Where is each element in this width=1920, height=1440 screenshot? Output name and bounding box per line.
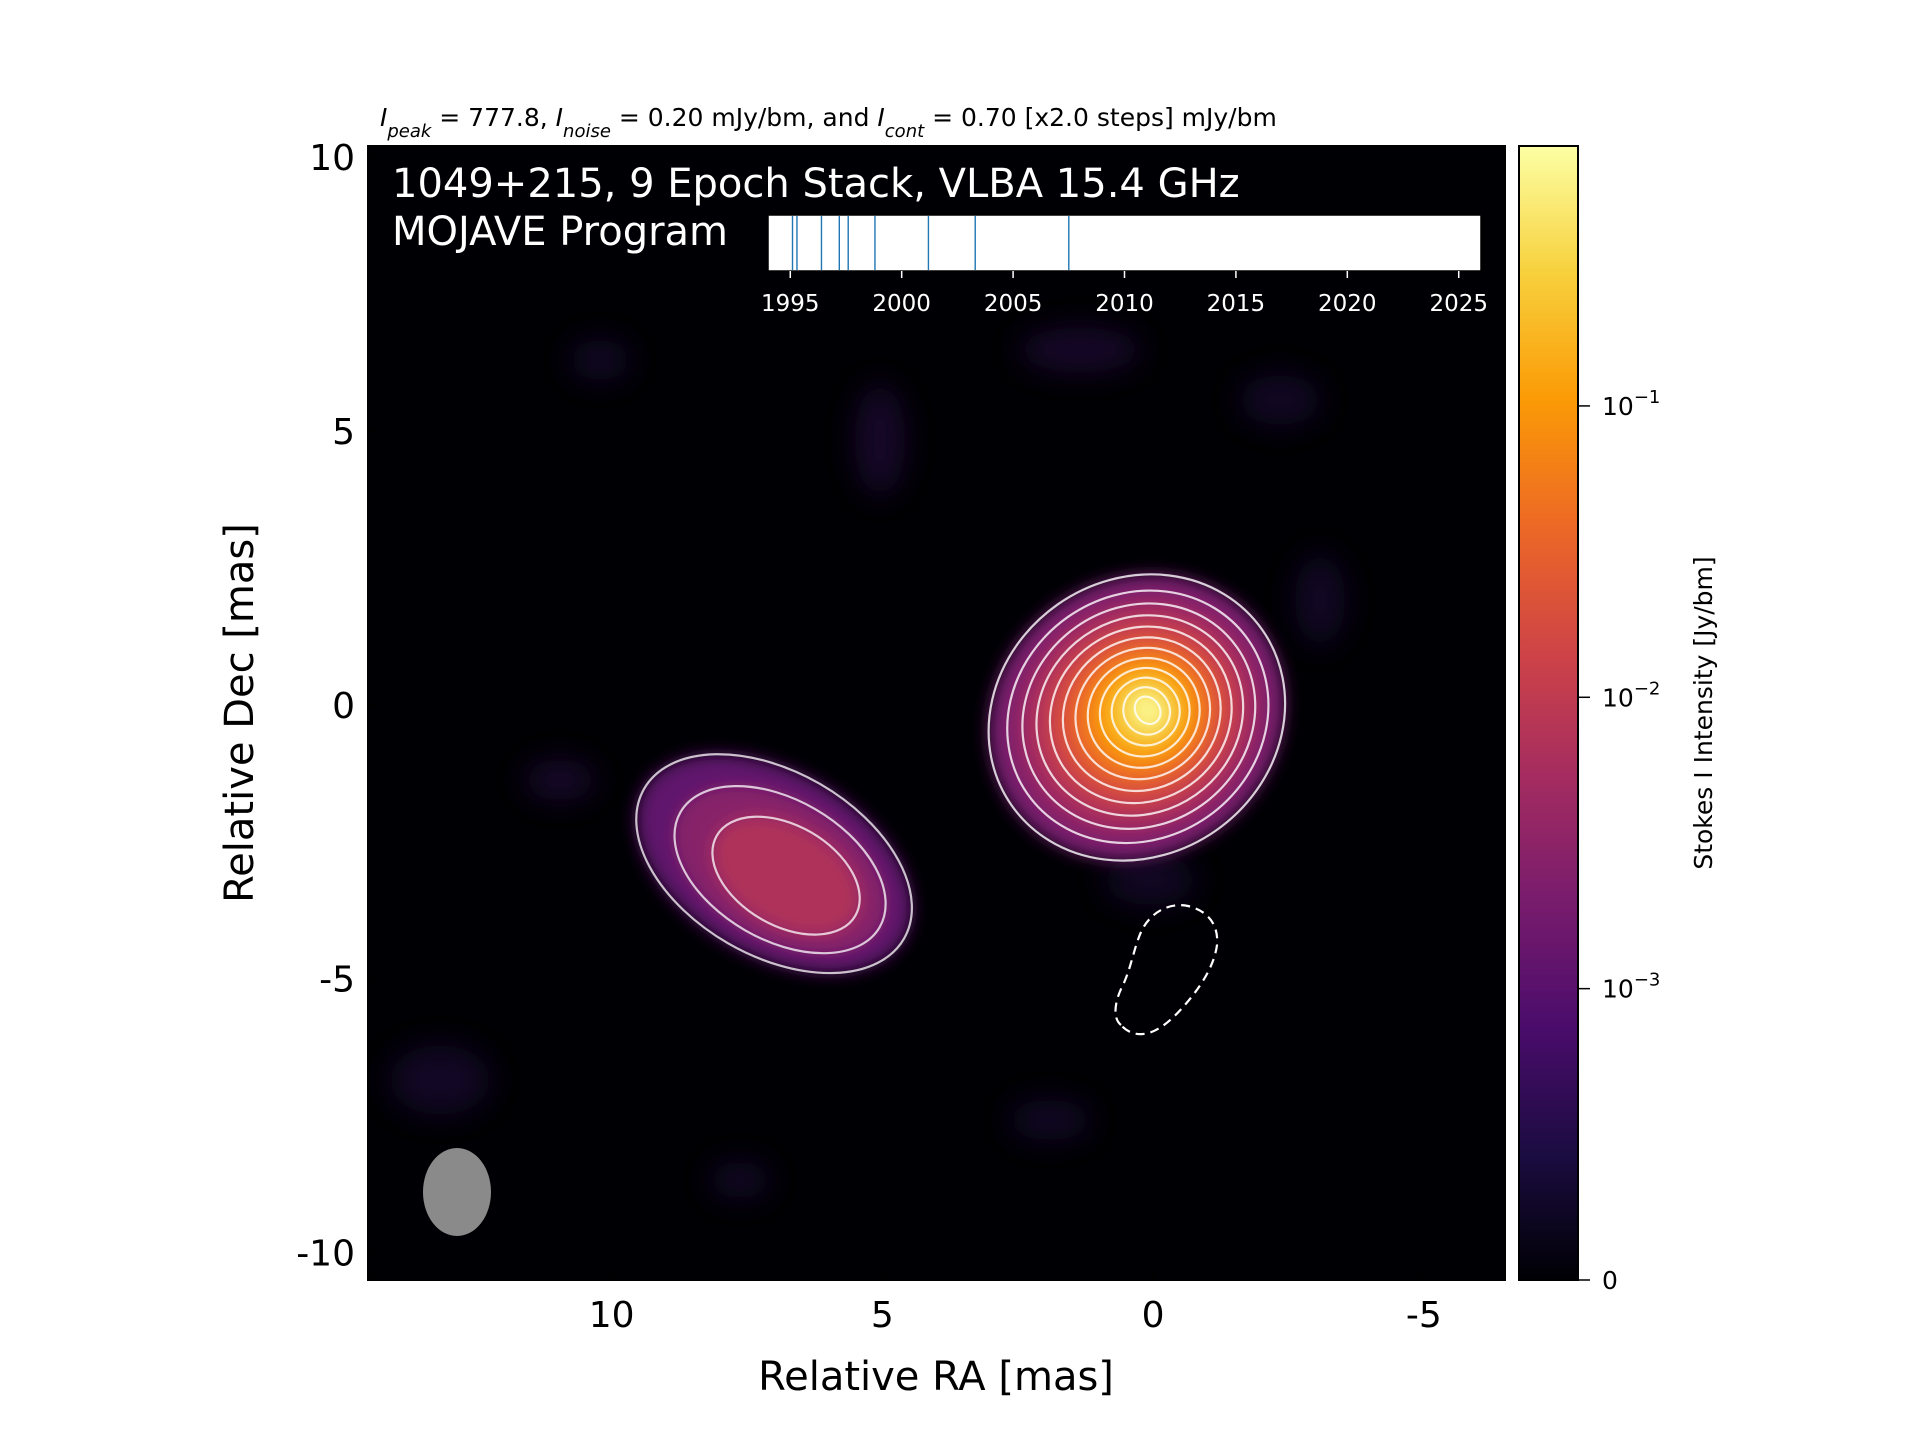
core-contour — [1133, 695, 1162, 726]
y-axis-ticks: 10 5 0 -5 -10 — [296, 138, 380, 1275]
core-contour — [1035, 614, 1245, 817]
x-tick-label: 5 — [871, 1295, 894, 1336]
y-tick-label: -10 — [296, 1234, 355, 1275]
map-frame — [367, 145, 1506, 1281]
jet-emission-band — [712, 816, 860, 935]
x-tick-label: 10 — [589, 1295, 635, 1336]
core-contour — [1074, 646, 1212, 781]
x-tick-label: 0 — [1142, 1295, 1165, 1336]
core-contour — [1061, 636, 1222, 793]
colorbar-tick-label: 10−3 — [1602, 970, 1660, 1004]
y-tick-label: 10 — [309, 138, 355, 179]
colorbar-tick-label: 10−1 — [1602, 387, 1660, 421]
core-contour — [987, 573, 1287, 862]
map-caption-title: 1049+215, 9 Epoch Stack, VLBA 15.4 GHz — [392, 161, 1240, 207]
epoch-ticks — [791, 216, 1070, 270]
jet-contour — [635, 753, 913, 975]
y-tick-label: 5 — [332, 412, 355, 453]
timeline-tick-label: 2015 — [1207, 291, 1266, 317]
core-contour — [1086, 656, 1201, 769]
epoch-timeline: 1995 2000 2005 2010 2015 2020 2025 — [761, 214, 1488, 317]
timeline-ticks: 1995 2000 2005 2010 2015 2020 2025 — [761, 271, 1488, 317]
timeline-tick-label: 2020 — [1318, 291, 1377, 317]
contours — [635, 573, 1287, 975]
jet-emission — [636, 754, 912, 974]
colorbar-tick-label: 0 — [1602, 1266, 1618, 1295]
jet-contour — [673, 784, 887, 955]
plot-header: Ipeak = 777.8, Inoise = 0.20 mJy/bm, and… — [380, 103, 1277, 142]
core-contour — [1098, 666, 1191, 758]
negative-contour — [1114, 904, 1219, 1036]
x-axis-label: Relative RA [mas] — [758, 1354, 1114, 1400]
timeline-tick-label: 1995 — [761, 291, 820, 317]
colorbar-tick-label: 10−2 — [1602, 678, 1660, 712]
core-contour — [1110, 676, 1181, 747]
jet-contour — [711, 815, 861, 936]
core-contour — [1021, 602, 1257, 830]
colorbar-gradient — [1518, 145, 1579, 1281]
y-tick-label: -5 — [319, 960, 355, 1001]
core-emission-band — [1134, 696, 1161, 724]
map-background — [368, 146, 1505, 1280]
colorbar-label: Stokes I Intensity [Jy/bm] — [1689, 556, 1718, 869]
core-contour — [1122, 686, 1172, 736]
timeline-tick-label: 2005 — [984, 291, 1043, 317]
core-contour — [1006, 589, 1270, 845]
timeline-tick-label: 2025 — [1429, 291, 1488, 317]
x-tick-label: -5 — [1406, 1295, 1442, 1336]
y-tick-label: 0 — [332, 686, 355, 727]
map-caption-program: MOJAVE Program — [392, 209, 728, 255]
timeline-tick-label: 2000 — [872, 291, 931, 317]
colorbar-ticks: 0 10−3 10−2 10−1 — [1578, 387, 1660, 1295]
beam-ellipse — [423, 1148, 491, 1236]
core-contour — [1048, 625, 1233, 805]
x-axis-ticks: 10 5 0 -5 — [589, 1268, 1442, 1336]
colorbar: 0 10−3 10−2 10−1 Stokes I Intensity [Jy/bm] — [1518, 145, 1718, 1295]
background-haze — [390, 328, 1345, 1198]
timeline-tick-label: 2010 — [1095, 291, 1154, 317]
y-axis-label: Relative Dec [mas] — [217, 523, 263, 903]
intensity-map — [367, 145, 1506, 1281]
